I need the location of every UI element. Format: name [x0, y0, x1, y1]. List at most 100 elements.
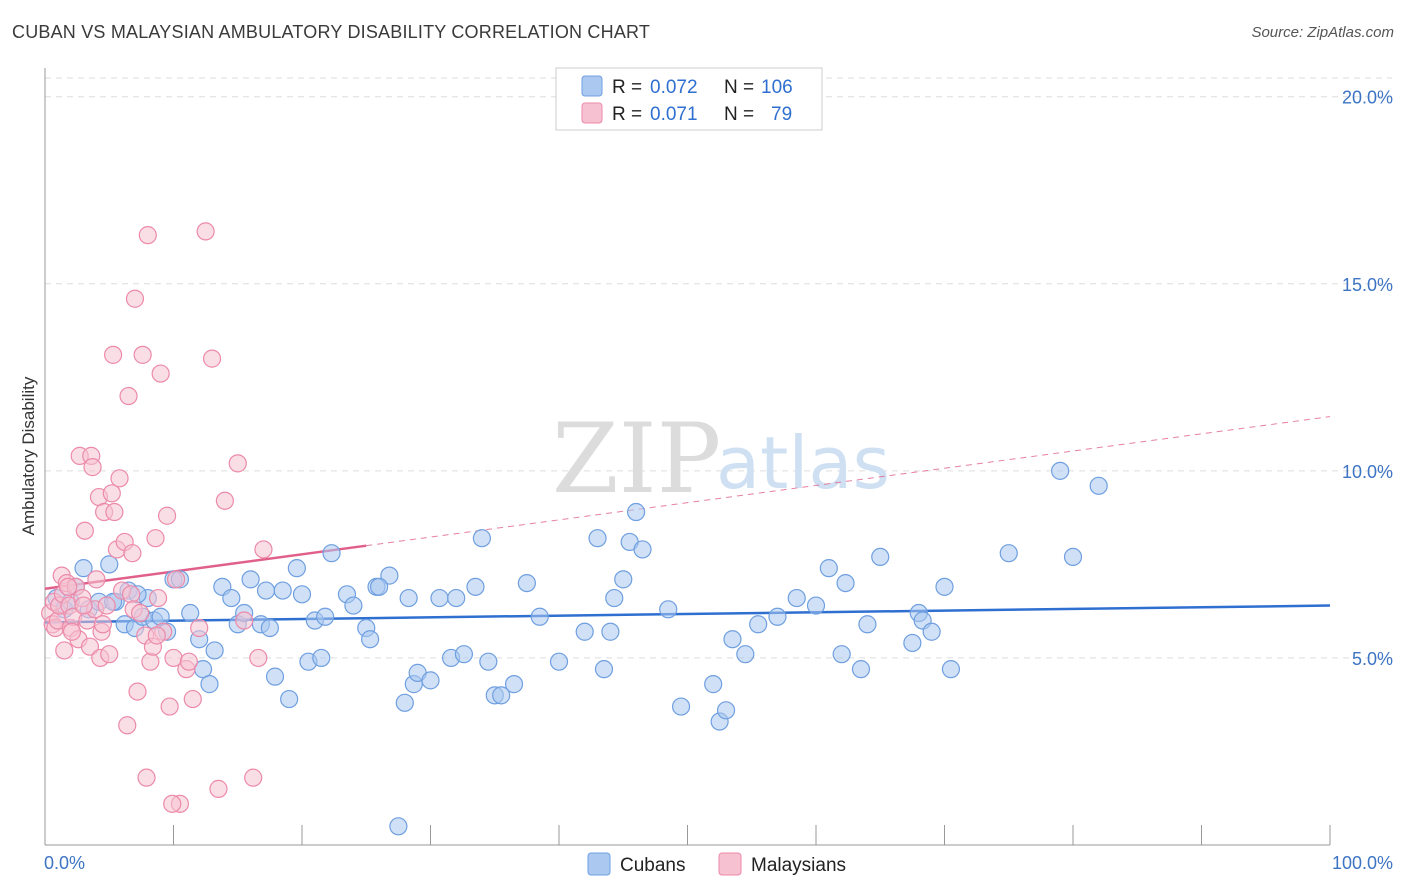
- malaysian-point: [105, 502, 124, 522]
- cuban-point: [361, 630, 380, 649]
- legend-label-malaysians: Malaysians: [751, 855, 846, 876]
- y-tick-label: 20.0%: [1342, 88, 1393, 108]
- malaysian-point: [157, 506, 177, 525]
- malaysian-point: [118, 716, 137, 735]
- grid-lines: [45, 77, 1392, 659]
- malaysian-point: [137, 768, 156, 787]
- cuban-point: [594, 660, 614, 679]
- malaysian-point: [249, 648, 268, 668]
- malaysian-point: [104, 345, 123, 364]
- source-label: Source: ZipAtlas.com: [1251, 24, 1394, 41]
- cuban-point: [614, 570, 633, 589]
- malaysian-point: [75, 521, 94, 540]
- malaysian-point: [102, 484, 121, 503]
- cuban-point: [858, 615, 877, 634]
- malaysian-point: [160, 697, 179, 716]
- malaysian-point: [119, 386, 138, 406]
- cuban-point: [322, 544, 341, 563]
- cuban-point: [1089, 476, 1108, 495]
- watermark: ZIP atlas: [552, 403, 890, 515]
- malaysian-point: [62, 622, 82, 641]
- cuban-point: [492, 686, 511, 705]
- cuban-point: [922, 622, 941, 641]
- cuban-point: [999, 544, 1018, 563]
- cuban-point: [1063, 547, 1083, 567]
- cuban-point: [659, 600, 678, 619]
- y-tick-label: 15.0%: [1342, 275, 1393, 295]
- cuban-point: [395, 693, 414, 712]
- malaysian-point: [146, 529, 165, 548]
- cuban-point: [292, 585, 312, 604]
- cuban-point: [768, 607, 787, 626]
- cuban-point: [273, 581, 292, 600]
- malaysian-point: [138, 226, 157, 245]
- cuban-point: [287, 559, 306, 578]
- malaysian-point: [80, 637, 100, 656]
- cuban-point: [530, 607, 549, 626]
- legend-label-cubans: Cubans: [620, 855, 686, 876]
- cuban-point: [389, 817, 408, 836]
- cuban-point: [575, 622, 594, 641]
- malaysian-point: [59, 577, 78, 596]
- malaysian-point: [110, 469, 129, 488]
- legend-n-label: N =: [724, 77, 754, 98]
- malaysian-point: [151, 364, 170, 383]
- malaysian-point: [133, 345, 152, 364]
- legend-swatch-cubans: [587, 852, 611, 876]
- legend-swatch-malaysians: [718, 852, 742, 876]
- cuban-point: [601, 622, 620, 641]
- watermark-zip: ZIP: [552, 403, 721, 515]
- malaysian-point: [196, 222, 215, 241]
- malaysian-point: [83, 458, 102, 477]
- cuban-point: [466, 577, 485, 596]
- cuban-point: [626, 502, 646, 522]
- malaysian-point: [202, 349, 222, 368]
- cuban-point: [200, 675, 219, 694]
- cuban-point: [241, 570, 260, 589]
- malaysian-point: [228, 454, 247, 473]
- malaysian-point: [163, 794, 182, 813]
- malaysian-point: [183, 689, 202, 709]
- cuban-point: [472, 529, 491, 548]
- malaysians-trend-extension: [366, 416, 1331, 547]
- cuban-point: [1051, 461, 1070, 480]
- y-axis-label: Ambulatory Disability: [19, 376, 38, 535]
- cuban-point: [280, 689, 299, 709]
- legend-swatch-malaysians: [581, 102, 603, 124]
- cuban-point: [479, 652, 498, 671]
- malaysian-point: [130, 603, 150, 623]
- cuban-point: [399, 588, 418, 608]
- cuban-point: [832, 645, 851, 664]
- cuban-point: [588, 529, 607, 548]
- y-tick-label: 10.0%: [1342, 462, 1393, 482]
- watermark-atlas: atlas: [716, 421, 890, 505]
- malaysian-point: [148, 588, 168, 608]
- legend-r-value: 0.071: [650, 104, 698, 125]
- malaysian-point: [235, 611, 254, 630]
- legend-n-value: 79: [771, 104, 792, 125]
- y-tick-label: 5.0%: [1352, 649, 1393, 669]
- cuban-point: [723, 630, 742, 649]
- x-tick-label: 100.0%: [1332, 853, 1393, 873]
- malaysian-point: [123, 544, 142, 563]
- cuban-point: [903, 633, 922, 653]
- malaysian-point: [97, 596, 116, 615]
- legend-r-label: R =: [612, 104, 642, 125]
- malaysian-point: [55, 641, 74, 660]
- cuban-point: [504, 675, 524, 694]
- malaysian-point: [100, 645, 119, 664]
- cuban-point: [344, 596, 363, 615]
- cuban-point: [370, 577, 389, 596]
- cuban-point: [74, 559, 93, 578]
- x-tick-label: 0.0%: [44, 853, 85, 873]
- malaysian-point: [244, 768, 263, 787]
- cuban-point: [749, 615, 768, 634]
- cuban-point: [316, 607, 335, 626]
- cuban-point: [100, 555, 119, 574]
- cuban-point: [633, 540, 652, 559]
- legend-r-value: 0.072: [650, 77, 698, 98]
- malaysian-point: [254, 540, 273, 559]
- cuban-point: [605, 588, 624, 608]
- cuban-point: [787, 588, 806, 608]
